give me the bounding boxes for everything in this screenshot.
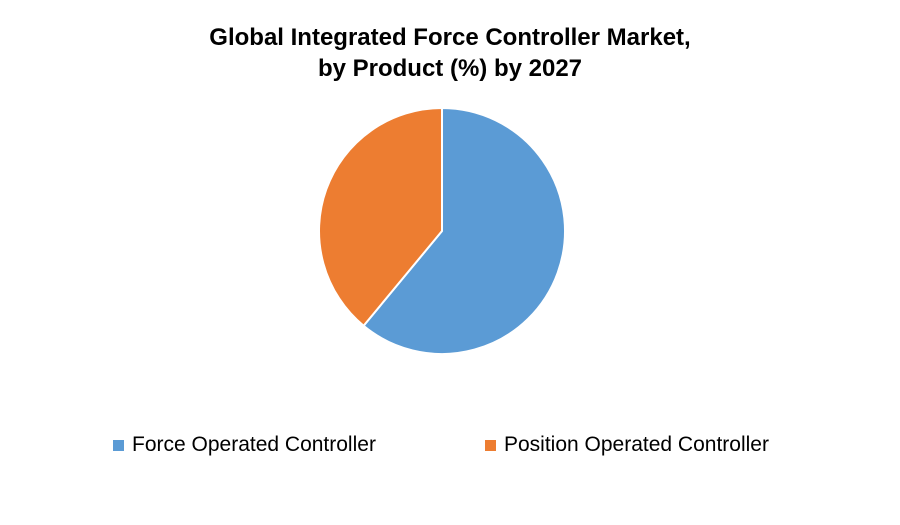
chart-title-line-2: by Product (%) by 2027 <box>317 55 583 82</box>
legend-swatch-force-operated <box>113 439 124 451</box>
pie-slice-force-operated <box>362 107 566 355</box>
legend-item-position-operated: Position Operated Controller <box>485 430 769 460</box>
legend-label-position-operated: Position Operated Controller <box>504 433 769 456</box>
legend-swatch-position-operated <box>485 439 496 451</box>
legend-label-force-operated: Force Operated Controller <box>132 433 376 456</box>
chart-title-line-1: Global Integrated Force Controller Marke… <box>209 24 691 51</box>
pie-slice-position-operated <box>318 107 443 327</box>
chart-title: Global Integrated Force Controller Marke… <box>0 22 900 84</box>
chart-legend: Force Operated Controller Position Opera… <box>0 430 900 460</box>
pie-slices <box>318 107 566 355</box>
legend-item-force-operated: Force Operated Controller <box>113 430 376 460</box>
